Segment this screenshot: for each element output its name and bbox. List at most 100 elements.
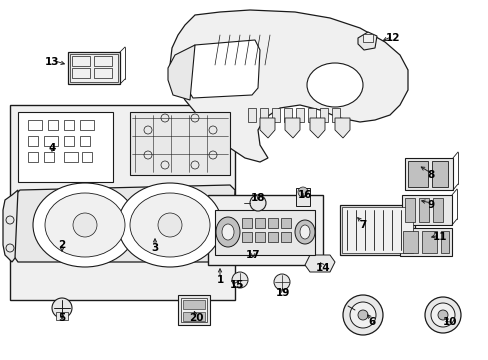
Bar bbox=[319, 108, 327, 122]
Text: 15: 15 bbox=[229, 280, 244, 290]
Bar bbox=[267, 218, 278, 228]
Text: 4: 4 bbox=[48, 143, 56, 153]
Text: 9: 9 bbox=[427, 200, 434, 210]
Bar bbox=[260, 108, 267, 122]
Bar bbox=[68, 52, 120, 84]
Polygon shape bbox=[130, 112, 229, 175]
Bar bbox=[64, 120, 74, 130]
Polygon shape bbox=[309, 118, 325, 138]
Bar bbox=[339, 205, 414, 255]
Polygon shape bbox=[305, 255, 334, 272]
Polygon shape bbox=[170, 10, 407, 162]
Polygon shape bbox=[168, 45, 195, 100]
Ellipse shape bbox=[349, 302, 375, 328]
Bar bbox=[399, 228, 451, 256]
Ellipse shape bbox=[342, 295, 382, 335]
Text: 19: 19 bbox=[275, 288, 289, 298]
Bar bbox=[94, 56, 112, 66]
Polygon shape bbox=[334, 118, 349, 138]
Ellipse shape bbox=[45, 193, 125, 257]
Bar bbox=[10, 105, 235, 300]
Bar bbox=[82, 152, 92, 162]
Text: 8: 8 bbox=[427, 170, 434, 180]
Bar bbox=[267, 232, 278, 242]
Ellipse shape bbox=[437, 310, 447, 320]
Ellipse shape bbox=[73, 213, 97, 237]
Ellipse shape bbox=[216, 217, 240, 247]
Bar bbox=[284, 108, 291, 122]
Text: 10: 10 bbox=[442, 317, 456, 327]
Bar bbox=[362, 34, 372, 42]
Bar bbox=[64, 136, 74, 146]
Bar bbox=[207, 195, 323, 265]
Bar bbox=[72, 56, 90, 66]
Ellipse shape bbox=[118, 183, 222, 267]
Text: 5: 5 bbox=[58, 313, 65, 323]
Bar bbox=[271, 108, 280, 122]
Bar bbox=[421, 231, 436, 253]
Bar bbox=[56, 312, 68, 320]
Polygon shape bbox=[3, 190, 18, 262]
Bar bbox=[28, 152, 38, 162]
Bar bbox=[295, 188, 309, 206]
Bar bbox=[72, 68, 90, 78]
Ellipse shape bbox=[130, 193, 209, 257]
Ellipse shape bbox=[424, 297, 460, 333]
Text: 7: 7 bbox=[359, 220, 366, 230]
Bar bbox=[431, 161, 447, 187]
Text: 3: 3 bbox=[151, 243, 158, 253]
Polygon shape bbox=[13, 185, 235, 262]
Ellipse shape bbox=[158, 213, 182, 237]
Bar bbox=[402, 231, 417, 253]
Polygon shape bbox=[187, 40, 260, 98]
Ellipse shape bbox=[33, 183, 137, 267]
Bar bbox=[401, 195, 451, 225]
Bar bbox=[307, 108, 315, 122]
Polygon shape bbox=[357, 32, 376, 50]
Bar bbox=[18, 112, 113, 182]
Bar bbox=[181, 298, 206, 322]
Bar bbox=[183, 300, 204, 309]
Bar bbox=[254, 218, 264, 228]
Bar bbox=[44, 152, 54, 162]
Text: 14: 14 bbox=[315, 263, 329, 273]
Bar bbox=[80, 136, 90, 146]
Bar bbox=[295, 108, 304, 122]
Text: 16: 16 bbox=[297, 190, 312, 200]
Text: 17: 17 bbox=[245, 250, 260, 260]
Bar bbox=[94, 68, 112, 78]
Ellipse shape bbox=[294, 220, 314, 244]
Bar bbox=[281, 232, 290, 242]
Ellipse shape bbox=[430, 303, 454, 327]
Bar bbox=[254, 232, 264, 242]
Bar bbox=[70, 54, 118, 82]
Bar bbox=[418, 198, 428, 222]
Ellipse shape bbox=[231, 272, 247, 288]
Bar bbox=[215, 210, 314, 255]
Text: 1: 1 bbox=[216, 275, 223, 285]
Bar bbox=[247, 108, 256, 122]
Bar bbox=[80, 120, 94, 130]
Bar bbox=[28, 136, 38, 146]
Bar bbox=[44, 136, 58, 146]
Bar bbox=[440, 231, 448, 253]
Bar bbox=[64, 152, 78, 162]
Polygon shape bbox=[260, 118, 274, 138]
Bar bbox=[432, 198, 442, 222]
Bar bbox=[242, 232, 251, 242]
Bar bbox=[178, 295, 209, 325]
Text: 13: 13 bbox=[45, 57, 59, 67]
Text: 11: 11 bbox=[432, 232, 447, 242]
Text: 2: 2 bbox=[58, 240, 65, 250]
Ellipse shape bbox=[297, 187, 307, 197]
Ellipse shape bbox=[52, 298, 72, 318]
Bar bbox=[183, 312, 204, 321]
Ellipse shape bbox=[249, 195, 265, 211]
Bar bbox=[281, 218, 290, 228]
Bar bbox=[341, 207, 412, 253]
Bar bbox=[242, 218, 251, 228]
Bar bbox=[404, 158, 452, 190]
Ellipse shape bbox=[273, 274, 289, 290]
Bar bbox=[28, 120, 42, 130]
Ellipse shape bbox=[306, 63, 362, 107]
